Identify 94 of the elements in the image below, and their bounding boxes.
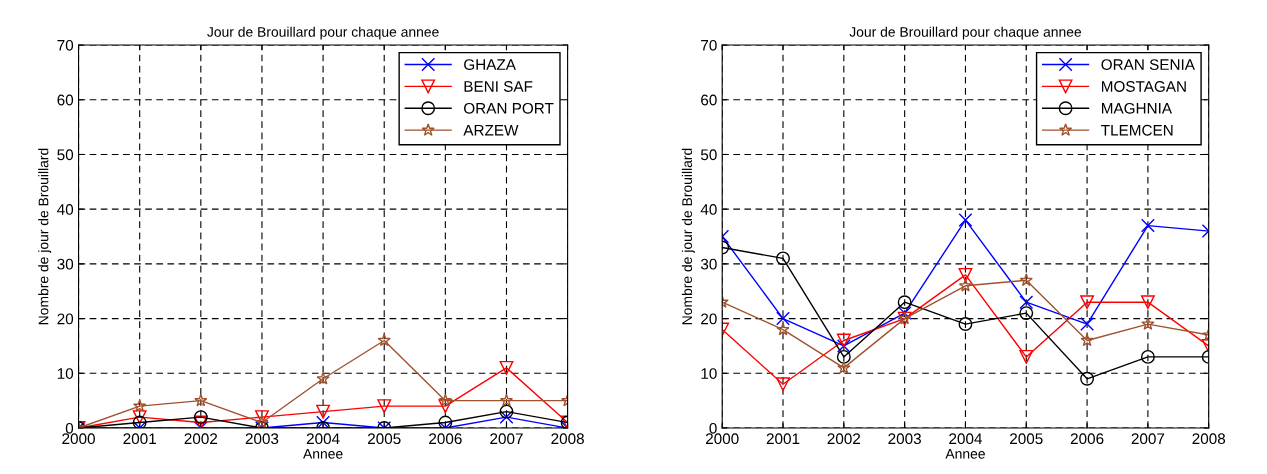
x-tick-label: 2003: [888, 433, 921, 445]
x-tick-label: 2001: [123, 433, 156, 445]
point: [1080, 333, 1094, 347]
point: [1019, 349, 1034, 364]
point: [776, 311, 790, 326]
point: [194, 393, 208, 407]
y-tick-label: 0: [65, 422, 74, 434]
y-tick-label: 10: [57, 368, 74, 379]
point: [316, 371, 330, 385]
legend-label: MOSTAGAN: [1101, 81, 1186, 92]
point: [836, 349, 851, 364]
x-tick-label: 2007: [490, 433, 523, 445]
point: [958, 317, 973, 332]
point: [776, 322, 790, 336]
x-tick-label: 2008: [1192, 433, 1226, 445]
point: [1140, 218, 1155, 233]
point: [1019, 306, 1034, 321]
y-tick-label: 40: [57, 204, 74, 215]
point: [132, 410, 147, 425]
point: [499, 360, 514, 375]
point: [836, 333, 851, 348]
legend-label: MAGHNIA: [1101, 102, 1172, 114]
x-tick-label: 2000: [705, 433, 739, 445]
x-tick-label: 2005: [1010, 433, 1043, 445]
point: [1019, 273, 1033, 287]
x-axis-title: Annee: [303, 449, 343, 459]
point: [499, 393, 514, 407]
y-tick-label: 60: [57, 94, 74, 106]
chart-title: Jour de Brouillard pour chaque annee: [207, 26, 439, 40]
point: [499, 404, 514, 419]
x-tick-label: 2003: [245, 433, 279, 445]
y-tick-label: 20: [57, 313, 74, 325]
legend-label: GHAZA: [464, 59, 516, 70]
y-tick-label: 50: [700, 149, 717, 161]
y-axis-title: Nombre de jour de Brouillard: [38, 148, 52, 325]
y-tick-label: 70: [57, 39, 74, 51]
point: [438, 399, 453, 414]
point: [316, 415, 331, 429]
point: [499, 410, 514, 425]
point: [897, 295, 912, 310]
y-tick-label: 60: [701, 94, 717, 106]
point: [1019, 295, 1034, 310]
x-tick-label: 2006: [1070, 433, 1104, 445]
legend-label: ORAN PORT: [464, 102, 554, 114]
point: [438, 393, 452, 407]
point: [438, 415, 453, 429]
x-tick-label: 2002: [184, 433, 218, 445]
point: [193, 415, 208, 429]
point: [837, 360, 851, 374]
x-tick-label: 2007: [1131, 433, 1165, 445]
point: [316, 404, 331, 419]
x-tick-label: 2001: [766, 433, 800, 445]
x-tick-label: 2008: [551, 433, 584, 445]
legend-label: TLEMCEN: [1101, 124, 1173, 136]
point: [958, 213, 973, 228]
y-tick-label: 30: [700, 258, 717, 270]
y-tick-label: 50: [57, 149, 74, 161]
x-tick-label: 2006: [429, 433, 462, 445]
point: [1140, 295, 1155, 310]
y-tick-label: 30: [57, 258, 74, 270]
x-tick-label: 2000: [62, 433, 95, 445]
y-tick-label: 20: [701, 313, 717, 325]
point: [255, 410, 269, 425]
y-tick-label: 70: [701, 39, 717, 51]
legend-label: BENI SAF: [464, 81, 533, 92]
point: [776, 251, 790, 266]
y-tick-label: 10: [701, 368, 717, 379]
point: [1140, 349, 1155, 364]
point: [958, 267, 973, 282]
x-tick-label: 2002: [827, 433, 861, 445]
x-tick-label: 2005: [367, 433, 401, 445]
chart-title: Jour de Brouillard pour chaque annee: [849, 26, 1082, 40]
y-tick-label: 40: [700, 204, 717, 215]
x-axis-title: Annee: [945, 449, 985, 459]
point: [836, 339, 851, 353]
legend-label: ARZEW: [463, 124, 519, 136]
point: [377, 333, 391, 347]
x-tick-label: 2004: [306, 433, 340, 445]
point: [255, 415, 269, 429]
point: [193, 410, 208, 425]
point: [132, 415, 147, 429]
point: [1141, 317, 1155, 330]
point: [133, 399, 147, 412]
point: [1080, 317, 1095, 332]
point: [958, 278, 973, 292]
point: [897, 306, 912, 321]
point: [776, 377, 790, 392]
point: [1080, 295, 1095, 310]
legend-label: ORAN SENIA: [1101, 59, 1195, 70]
point: [1080, 371, 1095, 386]
y-tick-label: 0: [709, 422, 717, 434]
point: [377, 399, 392, 414]
y-axis-title: Nombre de jour de Brouillard: [681, 148, 695, 325]
x-tick-label: 2004: [949, 433, 982, 445]
